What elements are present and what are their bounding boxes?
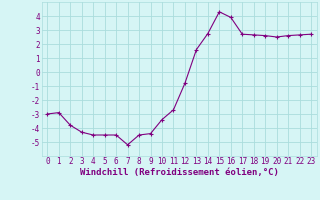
X-axis label: Windchill (Refroidissement éolien,°C): Windchill (Refroidissement éolien,°C)	[80, 168, 279, 177]
